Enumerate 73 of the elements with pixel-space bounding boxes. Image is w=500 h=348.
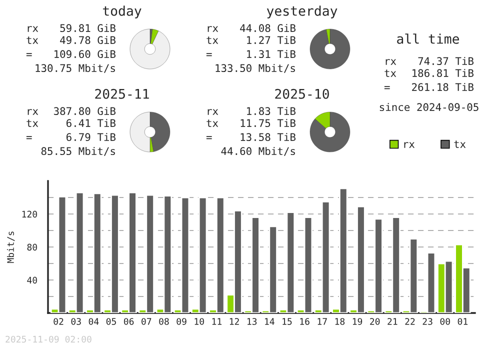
text: 6.79 TiB xyxy=(66,132,116,142)
text: tx xyxy=(384,70,396,77)
text: = xyxy=(26,136,32,140)
text: = xyxy=(26,53,32,56)
x-tick-label: 20 xyxy=(370,318,380,325)
x-tick-label: 10 xyxy=(194,318,204,325)
donut-slice xyxy=(310,28,350,70)
y-tick-label: 120 xyxy=(22,210,37,218)
text: 11.75 TiB xyxy=(240,118,296,128)
text: = xyxy=(384,86,390,90)
x-tick-label: 16 xyxy=(300,318,310,325)
text: = xyxy=(206,53,212,56)
chart-title: yesterday xyxy=(266,6,338,18)
x-tick-label: 13 xyxy=(247,318,257,325)
text: rx xyxy=(386,59,396,65)
text: 59.81 GiB xyxy=(60,24,116,32)
text: 13.58 TiB xyxy=(240,132,296,142)
x-tick-label: 04 xyxy=(88,318,99,325)
text: 49.78 GiB xyxy=(60,36,116,44)
text: tx xyxy=(26,120,38,127)
y-tick-label: 80 xyxy=(27,244,37,251)
text: tx xyxy=(26,36,38,44)
x-tick-label: 22 xyxy=(405,318,415,325)
text: 74.37 TiB xyxy=(418,56,474,66)
chart-title: 2025-11 xyxy=(95,88,149,99)
text: 186.81 TiB xyxy=(412,68,474,78)
x-tick-label: 08 xyxy=(159,318,169,325)
x-tick-label: 06 xyxy=(124,318,134,325)
x-tick-label: 15 xyxy=(282,318,292,325)
text: 44.08 GiB xyxy=(240,24,296,32)
text: all time xyxy=(397,34,459,44)
text: rx xyxy=(28,26,38,32)
text: 6.41 TiB xyxy=(66,118,116,128)
x-tick-label: 12 xyxy=(230,318,239,325)
text: since 2024-09-05 xyxy=(380,102,478,112)
text: rx xyxy=(208,109,218,115)
text: tx xyxy=(206,120,218,127)
x-tick-label: 07 xyxy=(142,318,152,325)
text: rx xyxy=(28,109,38,115)
x-tick-label: 21 xyxy=(388,318,398,325)
x-tick-label: 05 xyxy=(106,318,116,325)
text: 1.31 TiB xyxy=(247,50,296,58)
chart-title: 2025-10 xyxy=(275,88,329,99)
text: 261.18 TiB xyxy=(412,82,474,92)
x-tick-label: 19 xyxy=(352,318,362,325)
text: 133.50 Mbit/s xyxy=(216,64,295,73)
x-tick-label: 02 xyxy=(54,318,64,325)
y-tick-label: 40 xyxy=(27,276,37,284)
legend-label: tx xyxy=(454,140,466,148)
x-tick-label: 03 xyxy=(71,318,81,325)
donut-slice xyxy=(310,112,350,152)
x-tick-label: 14 xyxy=(265,318,274,325)
x-tick-label: 00 xyxy=(440,318,450,325)
chart-title: today xyxy=(102,6,142,18)
x-tick-label: 18 xyxy=(335,318,345,325)
donut-slice xyxy=(130,28,170,70)
text: 1.83 TiB xyxy=(247,106,296,116)
text: tx xyxy=(206,36,218,44)
text: 130.75 Mbit/s xyxy=(36,64,115,73)
text: = xyxy=(206,136,212,140)
x-tick-label: 09 xyxy=(176,318,186,325)
x-tick-label: 23 xyxy=(422,318,432,325)
text: 387.80 GiB xyxy=(54,106,116,116)
text: rx xyxy=(208,26,218,32)
text: 1.27 TiB xyxy=(247,36,296,44)
x-tick-label: 17 xyxy=(318,318,327,325)
text: 109.60 GiB xyxy=(54,50,116,58)
text: 44.60 Mbit/s xyxy=(221,146,295,156)
y-axis-title: Mbit/s xyxy=(6,232,15,263)
x-tick-label: 01 xyxy=(458,318,468,325)
x-tick-label: 11 xyxy=(212,318,222,325)
text: 85.55 Mbit/s xyxy=(41,146,115,156)
legend-label: rx xyxy=(404,142,415,148)
